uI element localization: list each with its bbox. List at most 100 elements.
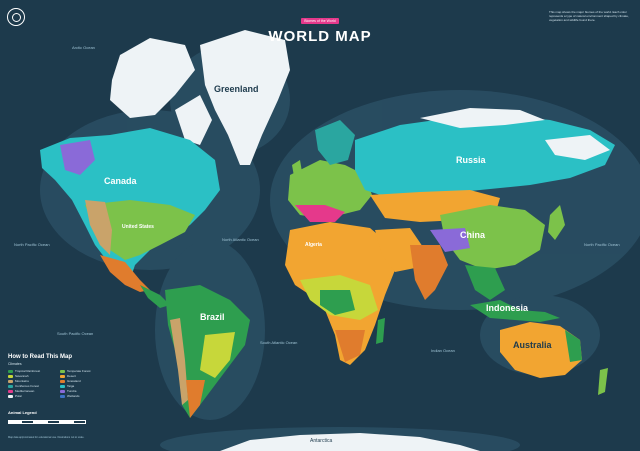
scale-segment: [60, 420, 73, 424]
legend-swatch: [8, 384, 13, 388]
scale-segment: [8, 420, 21, 424]
legend-item: Savannah: [8, 374, 56, 378]
south-america-savannah: [200, 332, 235, 378]
greenland-landmass: [200, 30, 290, 165]
legend-swatch: [60, 389, 65, 393]
legend-subtitle: Climates: [8, 362, 22, 366]
ocean-indian: Indian Ocean: [431, 348, 455, 353]
legend-swatch: [8, 379, 13, 383]
scale-segment: [34, 420, 47, 424]
legend-swatch: [60, 384, 65, 388]
mediterranean-europe: [295, 205, 345, 222]
antarctica-landmass: [220, 433, 480, 451]
australia-landmass: [500, 322, 582, 378]
indonesia-islands: [470, 300, 560, 322]
patagonia: [186, 380, 205, 418]
legend-item: Grassland: [60, 379, 108, 383]
label-russia: Russia: [456, 155, 486, 165]
arctic-archipelago: [110, 38, 195, 118]
legend-item: Mediterranean: [8, 389, 56, 393]
legend-label: Desert: [67, 374, 76, 378]
legend-label: Mountains: [15, 379, 29, 383]
scale-segment: [47, 420, 60, 424]
legend-item: Desert: [60, 374, 108, 378]
legend-label: Tropical Rainforest: [15, 369, 41, 373]
title-block: Biomes of the World WORLD MAP: [258, 9, 382, 45]
about-text: This map shows the major biomes of the w…: [549, 10, 629, 22]
russia-tundra: [420, 108, 545, 128]
scale-segment: [21, 420, 34, 424]
legend-item: Temperate Forest: [60, 369, 108, 373]
label-australia: Australia: [513, 340, 552, 350]
europe-landmass: [288, 160, 372, 218]
africa-south: [335, 330, 365, 362]
label-indonesia: Indonesia: [486, 303, 529, 313]
scale-bar: [8, 420, 86, 424]
china-landmass: [440, 205, 545, 270]
brand-logo: [7, 8, 25, 26]
label-canada: Canada: [104, 176, 137, 186]
ocean-arctic: Arctic Ocean: [72, 45, 95, 50]
ocean-south-atlantic: South Atlantic Ocean: [260, 340, 298, 345]
label-china: China: [460, 230, 486, 240]
ocean-north-pacific: North Pacific Ocean: [14, 242, 50, 247]
legend-swatch: [60, 374, 65, 378]
legend-items: Tropical Rainforest Temperate Forest Savan…: [8, 369, 108, 398]
mexico: [100, 255, 150, 292]
legend-label: Polar: [15, 394, 23, 398]
scale-segment: [73, 420, 86, 424]
canada-tundra: [60, 140, 95, 175]
madagascar: [376, 318, 385, 344]
usa-temperate: [85, 200, 195, 260]
southeast-asia: [465, 265, 505, 300]
australia-east: [565, 330, 582, 362]
legend-item: Taiga: [60, 384, 108, 388]
legend-swatch: [8, 394, 13, 398]
legend-label: Tundra: [67, 389, 77, 393]
label-antarctica: Antarctica: [310, 438, 333, 444]
africa-rainforest: [320, 290, 355, 315]
legend-label: Mediterranean: [15, 389, 35, 393]
ocean-north-pacific-east: North Pacific Ocean: [584, 242, 620, 247]
label-algeria: Algeria: [305, 242, 322, 248]
ocean-north-atlantic: North Atlantic Ocean: [222, 237, 259, 242]
baffin-island: [175, 95, 212, 145]
label-usa: United States: [122, 224, 154, 230]
legend-label: Grassland: [67, 379, 81, 383]
andes: [170, 318, 188, 405]
legend-item: Mountains: [8, 379, 56, 383]
uk-ireland: [292, 160, 303, 182]
map-legend: How to Read This Map Climates Tropical R…: [8, 354, 108, 398]
ocean-south-pacific: South Pacific Ocean: [57, 331, 94, 336]
legend-title: How to Read This Map: [8, 354, 73, 360]
legend-item: Wetlands: [60, 394, 108, 398]
central-america: [140, 285, 170, 308]
scandinavia: [315, 120, 355, 165]
legend-item: Tropical Rainforest: [8, 369, 56, 373]
legend-item: Polar: [8, 394, 56, 398]
legend-swatch: [8, 369, 13, 373]
japan: [548, 205, 565, 240]
legend-swatch: [8, 374, 13, 378]
legend-label: Taiga: [67, 384, 75, 388]
map-subtitle: Biomes of the World: [301, 18, 339, 24]
legend-label: Wetlands: [67, 394, 80, 398]
legend-swatch: [60, 394, 65, 398]
india: [410, 245, 448, 300]
legend-swatch: [60, 379, 65, 383]
legend-label: Coniferous Forest: [15, 384, 39, 388]
legend-label: Temperate Forest: [67, 369, 91, 373]
label-greenland: Greenland: [214, 84, 259, 94]
usa-west: [85, 200, 112, 255]
legend-item: Tundra: [60, 389, 108, 393]
animal-legend-title: Animal Legend: [8, 410, 37, 415]
new-zealand: [598, 368, 608, 395]
legend-swatch: [8, 389, 13, 393]
legend-swatch: [60, 369, 65, 373]
map-title: WORLD MAP: [268, 28, 372, 45]
credit-text: Map data approximated for educational us…: [8, 436, 85, 439]
russia-landmass: [355, 115, 615, 198]
label-brazil: Brazil: [200, 312, 225, 322]
legend-label: Savannah: [15, 374, 29, 378]
